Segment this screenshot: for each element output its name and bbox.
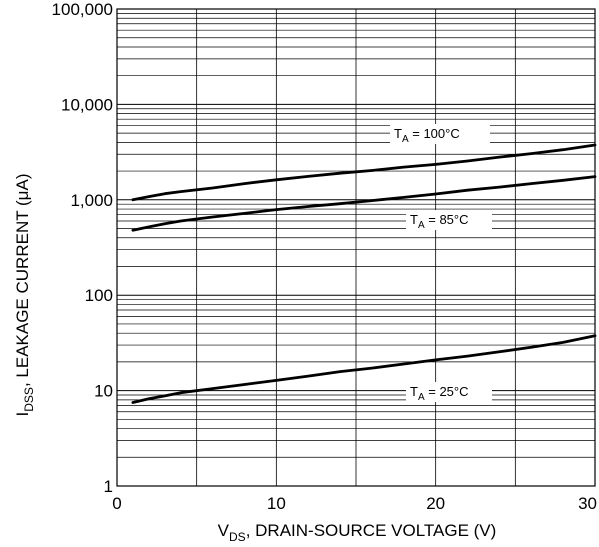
- series-label-sub: A: [418, 220, 425, 231]
- x-tick-labels: 0 10 20 30: [112, 494, 597, 513]
- series-label-main: T: [394, 126, 402, 141]
- series-label-main: T: [410, 384, 418, 399]
- series-label-background: [406, 210, 492, 230]
- y-tick-label: 1: [104, 477, 113, 496]
- y-tick-label: 100: [85, 286, 113, 305]
- y-axis-label-main: I: [13, 412, 32, 417]
- x-tick-label: 10: [267, 494, 286, 513]
- x-axis-label: VDS, DRAIN-SOURCE VOLTAGE (V): [218, 521, 497, 544]
- series-label-sub: A: [418, 392, 425, 403]
- series-label-background: [390, 124, 490, 144]
- y-tick-label: 100,000: [52, 0, 113, 19]
- series-label-rest: = 85°C: [425, 212, 469, 227]
- x-tick-label: 20: [426, 494, 445, 513]
- y-tick-label: 10: [94, 382, 113, 401]
- grid: [117, 9, 595, 487]
- series-label-rest: = 25°C: [425, 384, 469, 399]
- series-label-25c: TA = 25°C: [410, 384, 469, 403]
- x-axis-label-sub: DS: [229, 530, 246, 544]
- series-label-85c: TA = 85°C: [410, 212, 469, 231]
- x-tick-label: 0: [112, 494, 121, 513]
- series-label-100c: TA = 100°C: [394, 126, 460, 145]
- x-axis-label-main: V: [218, 521, 230, 540]
- y-tick-label: 10,000: [61, 95, 113, 114]
- series-line-85c: [131, 175, 597, 232]
- y-axis-label-sub: DSS: [22, 387, 36, 412]
- series-label-main: T: [410, 212, 418, 227]
- plot-frame: [116, 8, 596, 487]
- series-line-25c: [131, 334, 597, 404]
- y-tick-labels: 1 10 100 1,000 10,000 100,000: [52, 0, 113, 496]
- x-axis-label-rest: , DRAIN-SOURCE VOLTAGE (V): [246, 521, 497, 540]
- series-label-background: [406, 382, 492, 402]
- series-label-sub: A: [402, 134, 409, 145]
- series-label-rest: = 100°C: [409, 126, 460, 141]
- y-tick-label: 1,000: [70, 191, 113, 210]
- series-lines: [131, 143, 597, 404]
- y-axis-label: IDSS, LEAKAGE CURRENT (μA): [13, 174, 36, 417]
- x-tick-label: 30: [578, 494, 597, 513]
- series-line-100c: [131, 143, 597, 202]
- y-axis-label-rest: , LEAKAGE CURRENT (μA): [13, 174, 32, 388]
- series-labels: TA = 100°CTA = 85°CTA = 25°C: [390, 124, 492, 403]
